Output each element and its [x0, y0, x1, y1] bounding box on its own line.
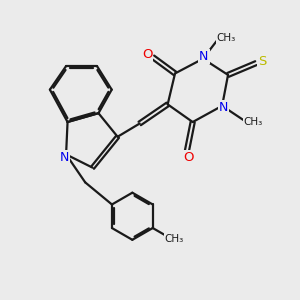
Text: CH₃: CH₃ [216, 33, 236, 43]
Text: N: N [199, 50, 208, 63]
Text: CH₃: CH₃ [243, 117, 263, 127]
Text: N: N [60, 152, 69, 164]
Text: O: O [142, 48, 152, 61]
Text: S: S [258, 55, 266, 68]
Text: N: N [219, 101, 228, 114]
Text: O: O [183, 152, 194, 164]
Text: CH₃: CH₃ [165, 234, 184, 244]
